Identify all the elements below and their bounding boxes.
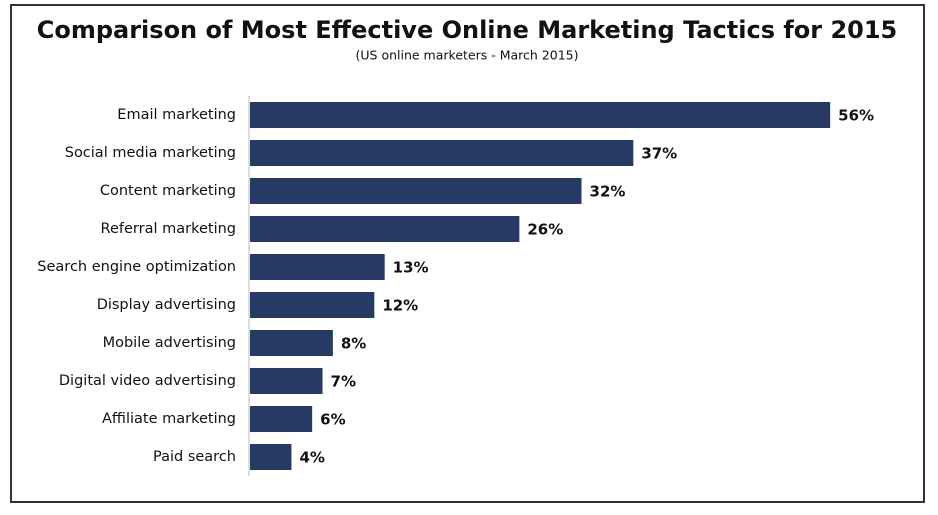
value-label: 13% [393, 259, 429, 277]
value-label: 37% [641, 145, 677, 163]
value-label: 32% [590, 183, 626, 201]
bar [250, 254, 385, 280]
bar [250, 444, 292, 470]
chart-border [10, 4, 925, 503]
bar [250, 216, 520, 242]
category-label: Paid search [153, 449, 236, 465]
category-label: Digital video advertising [59, 373, 236, 389]
value-label: 26% [527, 221, 563, 239]
value-label: 4% [299, 449, 324, 467]
bar [250, 140, 634, 166]
value-label: 56% [838, 107, 874, 125]
bar [250, 330, 333, 356]
category-label: Display advertising [97, 297, 236, 313]
category-label: Referral marketing [101, 221, 236, 237]
category-label: Content marketing [100, 183, 236, 199]
value-label: 6% [320, 411, 345, 429]
bar [250, 102, 831, 128]
chart-title: Comparison of Most Effective Online Mark… [37, 16, 898, 44]
value-label: 12% [382, 297, 418, 315]
value-label: 8% [341, 335, 366, 353]
category-label: Email marketing [117, 107, 236, 123]
category-label: Search engine optimization [37, 259, 236, 275]
bar [250, 368, 323, 394]
bar [250, 178, 582, 204]
category-label: Mobile advertising [103, 335, 236, 351]
bar [250, 406, 313, 432]
category-label: Social media marketing [65, 145, 236, 161]
value-label: 7% [331, 373, 356, 391]
chart-subtitle: (US online marketers - March 2015) [356, 48, 579, 63]
category-label: Affiliate marketing [102, 411, 236, 427]
bar [250, 292, 375, 318]
